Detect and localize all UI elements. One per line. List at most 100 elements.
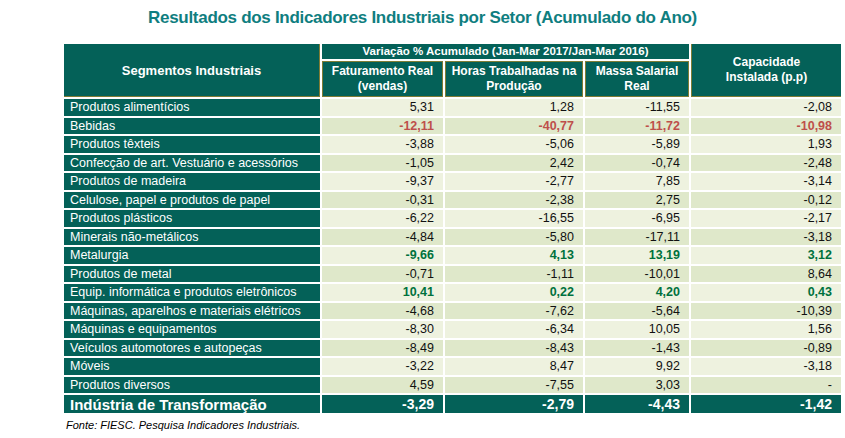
row-value: -17,11 <box>585 229 689 246</box>
row-value: -6,34 <box>445 321 583 338</box>
table-row: Produtos diversos4,59-7,553,03- <box>64 377 841 394</box>
table-row: Máquinas, aparelhos e materiais elétrico… <box>64 303 841 320</box>
row-value: -10,39 <box>691 303 841 320</box>
total-label: Indústria de Transformação <box>64 395 320 413</box>
col-header-capacity: Capacidade Instalada (p.p) <box>691 44 841 97</box>
row-value: 4,20 <box>585 284 689 301</box>
table-row: Veículos automotores e autopeças-8,49-8,… <box>64 340 841 357</box>
row-value: -2,08 <box>691 99 841 116</box>
row-label: Móveis <box>64 358 320 375</box>
table-row: Bebidas-12,11-40,77-11,72-10,98 <box>64 118 841 135</box>
row-value: -5,06 <box>445 136 583 153</box>
row-value: -8,43 <box>445 340 583 357</box>
row-value: -0,71 <box>322 266 443 283</box>
row-value: -2,77 <box>445 173 583 190</box>
row-label: Produtos têxteis <box>64 136 320 153</box>
col-header-faturamento: Faturamento Real (vendas) <box>322 61 443 97</box>
row-value: -3,88 <box>322 136 443 153</box>
total-value: -3,29 <box>322 395 443 413</box>
row-value: - <box>691 377 841 394</box>
table-row: Equip. informática e produtos eletrônico… <box>64 284 841 301</box>
total-row: Indústria de Transformação -3,29 -2,79 -… <box>64 395 841 413</box>
col-header-massa: Massa Salarial Real <box>585 61 689 97</box>
table-row: Produtos têxteis-3,88-5,06-5,891,93 <box>64 136 841 153</box>
table-footer: Indústria de Transformação -3,29 -2,79 -… <box>64 395 841 413</box>
row-value: -5,64 <box>585 303 689 320</box>
table-row: Minerais não-metálicos-4,84-5,80-17,11-3… <box>64 229 841 246</box>
table-row: Produtos alimentícios5,311,28-11,55-2,08 <box>64 99 841 116</box>
row-value: -6,95 <box>585 210 689 227</box>
row-label: Minerais não-metálicos <box>64 229 320 246</box>
row-value: -3,22 <box>322 358 443 375</box>
row-label: Bebidas <box>64 118 320 135</box>
row-value: -7,55 <box>445 377 583 394</box>
row-value: -3,18 <box>691 229 841 246</box>
row-value: 10,41 <box>322 284 443 301</box>
source-note: Fonte: FIESC. Pesquisa Indicadores Indus… <box>66 419 300 431</box>
row-value: -8,49 <box>322 340 443 357</box>
row-value: 3,03 <box>585 377 689 394</box>
row-value: -0,31 <box>322 192 443 209</box>
row-value: 5,31 <box>322 99 443 116</box>
row-label: Equip. informática e produtos eletrônico… <box>64 284 320 301</box>
row-label: Produtos diversos <box>64 377 320 394</box>
row-value: -10,98 <box>691 118 841 135</box>
row-value: -2,17 <box>691 210 841 227</box>
table-row: Confecção de art. Vestuário e acessórios… <box>64 155 841 172</box>
col-header-horas: Horas Trabalhadas na Produção <box>445 61 583 97</box>
table-header: Segmentos Industriais Variação % Acumula… <box>64 44 841 97</box>
row-value: -9,66 <box>322 247 443 264</box>
row-value: 1,28 <box>445 99 583 116</box>
row-value: 1,56 <box>691 321 841 338</box>
row-value: -2,38 <box>445 192 583 209</box>
table-body: Produtos alimentícios5,311,28-11,55-2,08… <box>64 99 841 393</box>
row-label: Celulose, papel e produtos de papel <box>64 192 320 209</box>
row-value: -9,37 <box>322 173 443 190</box>
page-title: Resultados dos Indicadores Industriais p… <box>0 8 845 28</box>
row-value: -1,43 <box>585 340 689 357</box>
table-row: Produtos plásticos-6,22-16,55-6,95-2,17 <box>64 210 841 227</box>
row-value: 8,47 <box>445 358 583 375</box>
row-label: Produtos plásticos <box>64 210 320 227</box>
row-value: 3,12 <box>691 247 841 264</box>
table-row: Móveis-3,228,479,92-3,18 <box>64 358 841 375</box>
row-value: -6,22 <box>322 210 443 227</box>
row-value: -4,84 <box>322 229 443 246</box>
row-label: Produtos de madeira <box>64 173 320 190</box>
row-label: Veículos automotores e autopeças <box>64 340 320 357</box>
row-value: 1,93 <box>691 136 841 153</box>
total-value: -1,42 <box>691 395 841 413</box>
row-value: 9,92 <box>585 358 689 375</box>
page: Resultados dos Indicadores Industriais p… <box>0 0 845 438</box>
row-label: Metalurgia <box>64 247 320 264</box>
row-value: -1,05 <box>322 155 443 172</box>
total-value: -4,43 <box>585 395 689 413</box>
row-value: -11,55 <box>585 99 689 116</box>
row-value: 10,05 <box>585 321 689 338</box>
row-value: 13,19 <box>585 247 689 264</box>
row-value: -8,30 <box>322 321 443 338</box>
row-value: 0,43 <box>691 284 841 301</box>
row-value: -12,11 <box>322 118 443 135</box>
table-row: Metalurgia-9,664,1313,193,12 <box>64 247 841 264</box>
row-value: 7,85 <box>585 173 689 190</box>
row-value: -2,48 <box>691 155 841 172</box>
table-row: Produtos de madeira-9,37-2,777,85-3,14 <box>64 173 841 190</box>
table-row: Produtos de metal-0,71-1,11-10,018,64 <box>64 266 841 283</box>
row-label: Máquinas e equipamentos <box>64 321 320 338</box>
row-value: 0,22 <box>445 284 583 301</box>
table-row: Máquinas e equipamentos-8,30-6,3410,051,… <box>64 321 841 338</box>
row-value: -11,72 <box>585 118 689 135</box>
row-label: Confecção de art. Vestuário e acessórios <box>64 155 320 172</box>
row-label: Produtos de metal <box>64 266 320 283</box>
row-value: -4,68 <box>322 303 443 320</box>
indicators-table: Segmentos Industriais Variação % Acumula… <box>62 42 843 415</box>
row-value: -1,11 <box>445 266 583 283</box>
row-value: 8,64 <box>691 266 841 283</box>
row-value: 4,59 <box>322 377 443 394</box>
table-row: Celulose, papel e produtos de papel-0,31… <box>64 192 841 209</box>
header-row-group: Segmentos Industriais Variação % Acumula… <box>64 44 841 59</box>
row-value: 2,42 <box>445 155 583 172</box>
row-value: -3,18 <box>691 358 841 375</box>
row-value: -10,01 <box>585 266 689 283</box>
